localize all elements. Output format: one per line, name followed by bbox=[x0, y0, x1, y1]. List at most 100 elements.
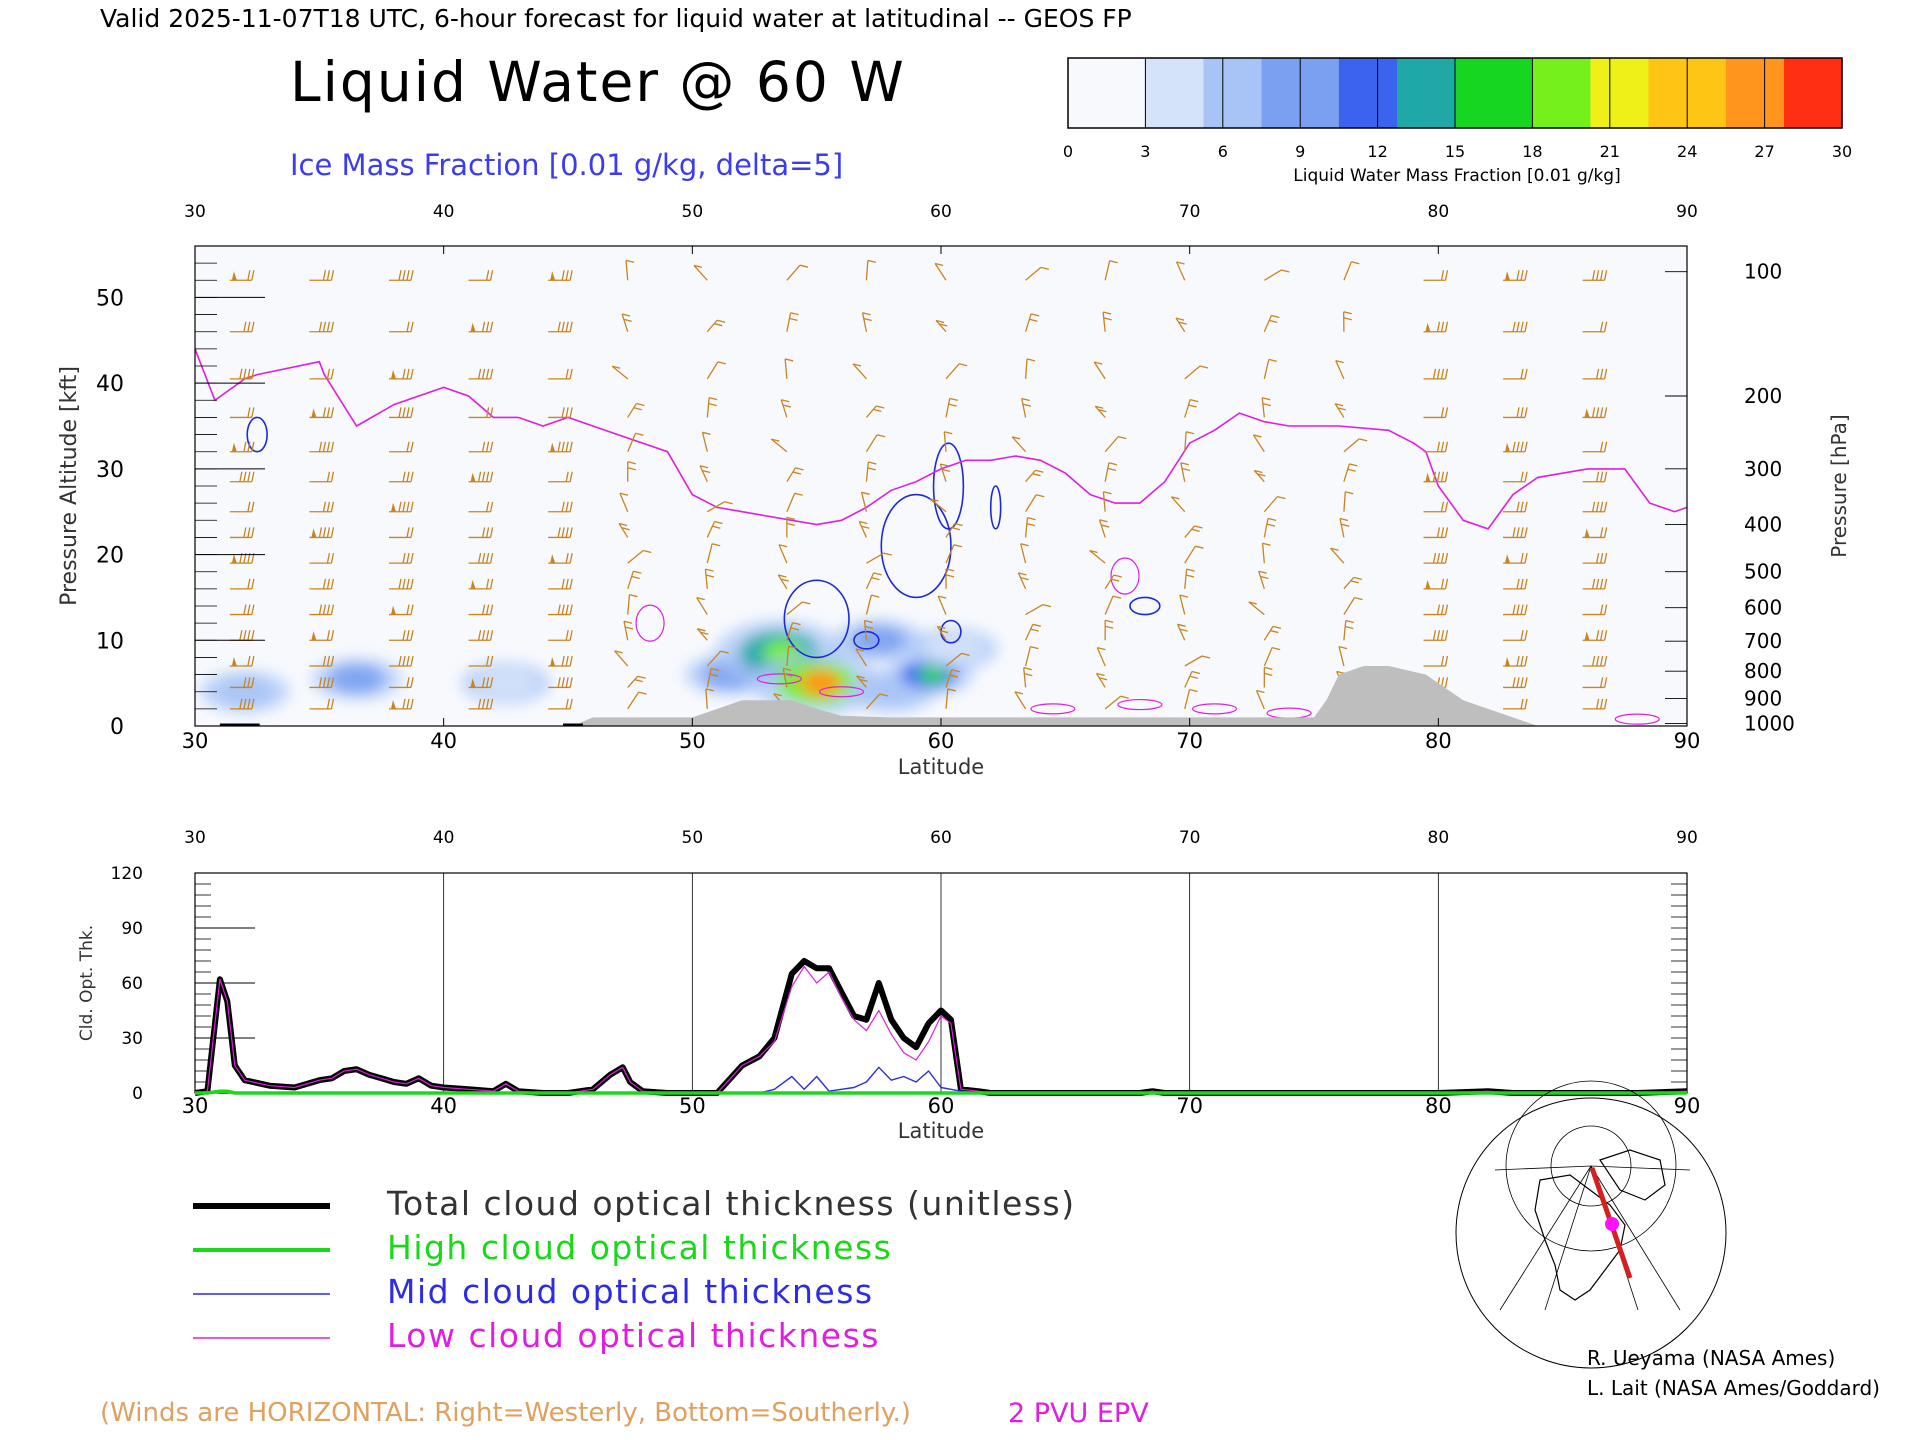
cross-section-ylabel: Pressure Altitude [kft] bbox=[57, 366, 82, 606]
ice-contour bbox=[853, 630, 880, 650]
wind-barb-feather bbox=[625, 259, 635, 263]
wind-barb-feather bbox=[868, 461, 877, 465]
wind-barb-shaft bbox=[1098, 519, 1106, 538]
wind-barb bbox=[930, 498, 947, 513]
ice-contour bbox=[1129, 596, 1161, 616]
cross-section-top-tick-label: 60 bbox=[930, 202, 952, 222]
wind-barb-feather bbox=[1094, 361, 1103, 365]
wind-barb-shaft bbox=[937, 595, 947, 615]
optical-thickness-axes: 30 30 40 40 50 50 60 60 70 70 80 80 90 90 0 30 60 90 120 bbox=[111, 828, 1701, 1118]
wind-barb bbox=[1503, 407, 1528, 419]
wind-barb-feather bbox=[477, 471, 482, 482]
wind-barb-feather bbox=[489, 527, 494, 538]
wind-barb bbox=[1582, 407, 1608, 419]
wind-barb-feather bbox=[1022, 403, 1032, 407]
wind-barb-feather bbox=[802, 601, 811, 605]
wind-barb-shaft bbox=[1263, 647, 1273, 667]
wind-barb-feather bbox=[247, 321, 251, 332]
wind-barb-feather bbox=[565, 441, 569, 452]
wind-barb-feather bbox=[1436, 471, 1441, 482]
wind-barb-shaft bbox=[1184, 431, 1187, 452]
wind-barb bbox=[777, 574, 789, 590]
wind-barb-feather bbox=[251, 321, 255, 332]
wind-barb bbox=[786, 492, 803, 512]
wind-barb-feather bbox=[1175, 317, 1185, 321]
wind-barb-feather bbox=[565, 527, 569, 538]
wind-barb-feather bbox=[1199, 365, 1209, 369]
wind-barb-feather bbox=[712, 525, 721, 529]
wind-barb-feather bbox=[697, 628, 706, 632]
wind-barb-feather bbox=[859, 520, 868, 525]
wind-barb bbox=[1582, 501, 1608, 513]
wind-barb-feather bbox=[951, 669, 960, 673]
wind-barb-feather bbox=[1432, 630, 1437, 641]
wind-barb-feather bbox=[862, 312, 871, 316]
wind-barb bbox=[706, 650, 729, 667]
wind-barb bbox=[1104, 260, 1118, 281]
wind-barb-feather bbox=[1444, 368, 1449, 379]
wind-barb-feather bbox=[1595, 501, 1600, 512]
wind-barb-feather bbox=[1105, 625, 1114, 629]
wind-barb-feather bbox=[1444, 501, 1449, 512]
wind-barb-shaft bbox=[770, 438, 788, 453]
wind-barb-feather bbox=[635, 432, 644, 436]
wind-barb bbox=[1582, 630, 1608, 641]
wind-barb-feather bbox=[637, 675, 646, 679]
wind-barb-feather bbox=[485, 698, 490, 709]
optical-thickness-top-tick-label: 60 bbox=[930, 828, 952, 848]
wind-barb-feather bbox=[1524, 368, 1528, 379]
wind-barb-feather bbox=[1516, 578, 1520, 589]
wind-barb-feather bbox=[1599, 368, 1604, 379]
wind-barb-pennant bbox=[391, 369, 397, 379]
wind-barb-shaft bbox=[1248, 601, 1265, 616]
liquid-water-blob bbox=[328, 664, 385, 693]
wind-barb-feather bbox=[1271, 646, 1281, 651]
wind-barb-shaft bbox=[939, 463, 947, 482]
wind-barb-feather bbox=[716, 319, 726, 323]
wind-barb-shaft bbox=[618, 523, 629, 538]
colorbar-swatch bbox=[1687, 58, 1708, 128]
wind-barb-pennant bbox=[1505, 271, 1511, 281]
wind-barb-feather bbox=[771, 438, 780, 442]
ice-contour bbox=[932, 442, 965, 530]
wind-barb-pennant bbox=[550, 554, 556, 564]
wind-barb-feather bbox=[1444, 471, 1449, 482]
wind-barb-feather bbox=[1520, 407, 1524, 418]
wind-barb bbox=[701, 431, 711, 452]
wind-barb-feather bbox=[784, 358, 794, 362]
wind-barb bbox=[309, 698, 335, 710]
wind-barb-feather bbox=[402, 630, 406, 641]
wind-barb-shaft bbox=[1180, 462, 1186, 482]
wind-barb-feather bbox=[251, 578, 255, 589]
wind-barb-feather bbox=[618, 522, 628, 527]
wind-barb-feather bbox=[243, 471, 247, 482]
wind-barb bbox=[1176, 261, 1186, 281]
wind-barb-feather bbox=[864, 625, 874, 630]
wind-barb-feather bbox=[1520, 578, 1524, 589]
wind-barb-feather bbox=[1171, 496, 1180, 500]
epv-low-contour bbox=[1117, 698, 1163, 711]
wind-barb bbox=[229, 270, 255, 281]
wind-barb bbox=[1582, 321, 1608, 333]
wind-barb-feather bbox=[330, 441, 335, 452]
wind-barb-feather bbox=[326, 471, 331, 482]
wind-barb bbox=[1503, 604, 1528, 616]
wind-barb-feather bbox=[489, 501, 494, 512]
wind-barb-pennant bbox=[470, 472, 476, 482]
wind-barb-feather bbox=[318, 527, 323, 538]
wind-barb-feather bbox=[947, 688, 956, 692]
wind-barb bbox=[1423, 471, 1449, 483]
wind-barb bbox=[1423, 407, 1449, 419]
liquid-water-core bbox=[918, 666, 947, 683]
wind-barb bbox=[548, 368, 573, 380]
wind-barb-feather bbox=[243, 441, 247, 452]
epv-low-contour bbox=[756, 673, 802, 685]
wind-barb-feather bbox=[1603, 321, 1608, 332]
wind-barb-feather bbox=[247, 604, 251, 615]
wind-barb-feather bbox=[330, 501, 335, 512]
wind-barb-feather bbox=[243, 527, 247, 538]
wind-barb-feather bbox=[702, 469, 711, 474]
wind-barb-feather bbox=[1603, 501, 1608, 512]
wind-barb-feather bbox=[1595, 578, 1600, 589]
wind-barb-pennant bbox=[1505, 442, 1511, 452]
